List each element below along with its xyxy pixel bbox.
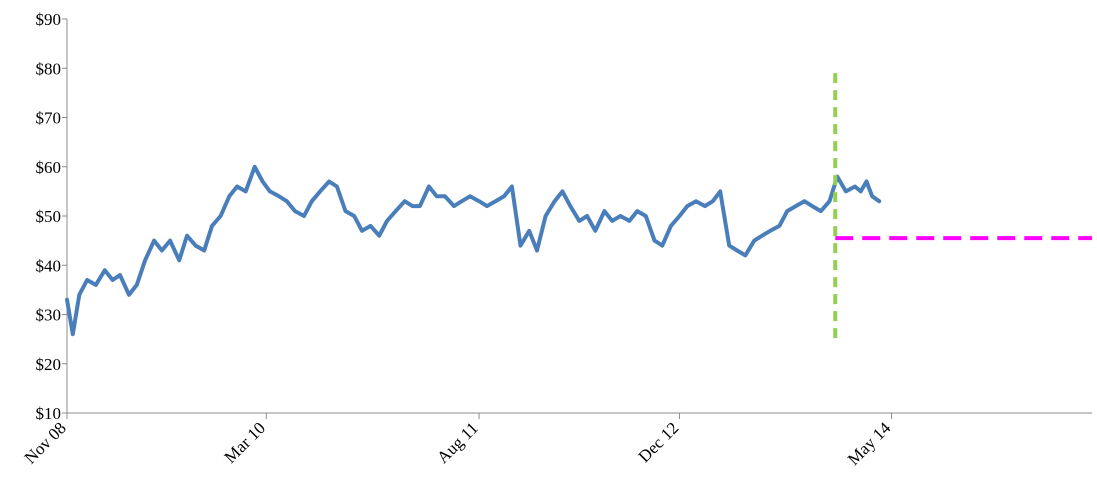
x-tick-label: Aug 11: [433, 418, 482, 467]
x-tick-label: Nov 08: [21, 418, 70, 467]
y-tick-label: $30: [36, 306, 62, 325]
y-tick-label: $80: [36, 59, 62, 78]
x-tick-label: Mar 10: [221, 418, 269, 466]
y-tick-label: $90: [36, 10, 62, 29]
y-tick-label: $50: [36, 207, 62, 226]
y-axis: $10 $20 $30 $40 $50 $60 $70 $80 $90: [36, 10, 68, 423]
y-tick-label: $20: [36, 355, 62, 374]
y-tick-label: $40: [36, 256, 62, 275]
x-tick-label: May 14: [844, 418, 895, 469]
y-tick-label: $70: [36, 109, 62, 128]
y-tick-label: $60: [36, 158, 62, 177]
x-axis: Nov 08 Mar 10 Aug 11 Dec 12 May 14: [21, 412, 1092, 469]
x-tick-label: Dec 12: [635, 418, 683, 466]
price-series-line: [65, 164, 882, 337]
plot-area: [65, 73, 1092, 340]
y-tick-label: $10: [36, 404, 62, 423]
